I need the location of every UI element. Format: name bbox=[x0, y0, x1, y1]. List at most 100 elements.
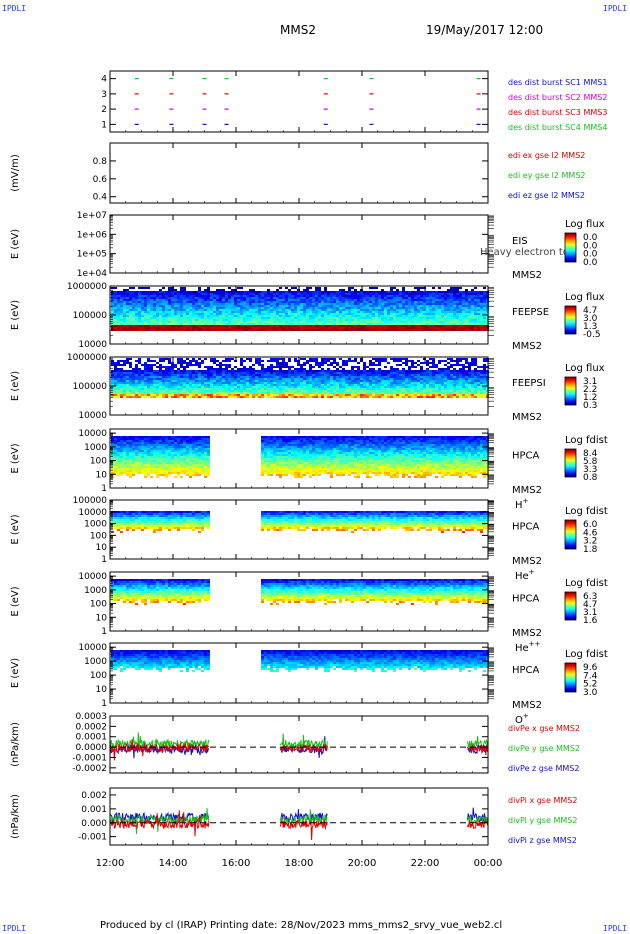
heatmap-cell bbox=[252, 378, 255, 380]
heatmap-cell bbox=[366, 301, 369, 303]
heatmap-cell bbox=[114, 376, 117, 378]
heatmap-cell bbox=[429, 366, 432, 368]
heatmap-cell bbox=[282, 299, 285, 301]
heatmap-cell bbox=[207, 303, 210, 305]
heatmap-cell bbox=[483, 305, 486, 307]
heatmap-cell bbox=[135, 297, 138, 299]
heatmap-cell bbox=[294, 329, 297, 331]
heatmap-cell bbox=[156, 392, 159, 394]
heatmap-cell bbox=[426, 376, 429, 378]
heatmap-cell bbox=[381, 396, 384, 398]
heatmap-cell bbox=[372, 325, 375, 327]
heatmap-cell bbox=[192, 325, 195, 327]
heatmap-cell bbox=[174, 374, 177, 376]
heatmap-cell bbox=[312, 388, 315, 390]
heatmap-cell bbox=[153, 311, 156, 313]
heatmap-cell bbox=[156, 309, 159, 311]
heatmap-cell bbox=[327, 384, 330, 386]
heatmap-cell bbox=[234, 327, 237, 329]
heatmap-cell bbox=[372, 291, 375, 293]
heatmap-cell bbox=[222, 315, 225, 317]
heatmap-cell bbox=[267, 368, 270, 370]
heatmap-cell bbox=[213, 311, 216, 313]
heatmap-cell bbox=[219, 289, 222, 291]
heatmap-cell bbox=[174, 372, 177, 374]
heatmap-cell bbox=[345, 297, 348, 299]
heatmap-cell bbox=[132, 327, 135, 329]
heatmap-cell bbox=[270, 396, 273, 398]
heatmap-cell bbox=[177, 291, 180, 293]
heatmap-cell bbox=[213, 315, 216, 317]
heatmap-cell bbox=[300, 392, 303, 394]
heatmap-cell bbox=[414, 297, 417, 299]
heatmap-cell bbox=[234, 317, 237, 319]
heatmap-cell bbox=[393, 309, 396, 311]
heatmap-cell bbox=[198, 317, 201, 319]
heatmap-cell bbox=[183, 289, 186, 291]
heatmap-cell bbox=[360, 392, 363, 394]
heatmap-cell bbox=[426, 382, 429, 384]
heatmap-cell bbox=[471, 303, 474, 305]
heatmap-cell bbox=[222, 392, 225, 394]
heatmap-cell bbox=[237, 327, 240, 329]
heatmap-cell bbox=[180, 366, 183, 368]
heatmap-cell bbox=[261, 323, 264, 325]
heatmap-cell bbox=[348, 309, 351, 311]
heatmap-cell bbox=[159, 303, 162, 305]
heatmap-cell bbox=[174, 307, 177, 309]
heatmap-cell bbox=[147, 293, 150, 295]
heatmap-cell bbox=[450, 394, 453, 396]
heatmap-cell bbox=[222, 301, 225, 303]
heatmap-cell bbox=[192, 392, 195, 394]
heatmap-cell bbox=[264, 311, 267, 313]
heatmap-cell bbox=[390, 303, 393, 305]
heatmap-cell bbox=[201, 327, 204, 329]
heatmap-cell bbox=[273, 299, 276, 301]
heatmap-cell bbox=[213, 374, 216, 376]
heatmap-cell bbox=[444, 392, 447, 394]
heatmap-cell bbox=[162, 297, 165, 299]
heatmap-cell bbox=[150, 325, 153, 327]
heatmap-cell bbox=[408, 329, 411, 331]
heatmap-cell bbox=[300, 378, 303, 380]
heatmap-cell bbox=[210, 293, 213, 295]
heatmap-cell bbox=[402, 287, 405, 289]
heatmap-cell bbox=[261, 305, 264, 307]
heatmap-cell bbox=[144, 329, 147, 331]
heatmap-cell bbox=[414, 378, 417, 380]
heatmap-cell bbox=[381, 382, 384, 384]
heatmap-cell bbox=[345, 307, 348, 309]
heatmap-cell bbox=[396, 323, 399, 325]
heatmap-cell bbox=[405, 299, 408, 301]
heatmap-cell bbox=[177, 392, 180, 394]
heatmap-cell bbox=[171, 319, 174, 321]
heatmap-cell bbox=[237, 392, 240, 394]
corner-label-tr: IPDLI bbox=[603, 4, 628, 13]
heatmap-cell bbox=[264, 382, 267, 384]
heatmap-cell bbox=[231, 309, 234, 311]
heatmap-cell bbox=[339, 309, 342, 311]
heatmap-cell bbox=[453, 368, 456, 370]
heatmap-cell bbox=[213, 303, 216, 305]
heatmap-cell bbox=[372, 370, 375, 372]
heatmap-cell bbox=[126, 396, 129, 398]
heatmap-cell bbox=[378, 374, 381, 376]
heatmap-cell bbox=[432, 325, 435, 327]
heatmap-cell bbox=[384, 293, 387, 295]
heatmap-cell bbox=[114, 287, 117, 289]
heatmap-cell bbox=[282, 388, 285, 390]
heatmap-cell bbox=[426, 303, 429, 305]
heatmap-cell bbox=[468, 327, 471, 329]
heatmap-cell bbox=[333, 358, 336, 360]
legend-label: edi ey gse l2 MMS2 bbox=[508, 171, 586, 180]
heatmap-cell bbox=[255, 329, 258, 331]
heatmap-cell bbox=[207, 374, 210, 376]
heatmap-cell bbox=[327, 303, 330, 305]
heatmap-cell bbox=[180, 390, 183, 392]
heatmap-cell bbox=[450, 396, 453, 398]
heatmap-cell bbox=[123, 295, 126, 297]
heatmap-cell bbox=[285, 388, 288, 390]
heatmap-cell bbox=[405, 307, 408, 309]
heatmap-cell bbox=[447, 307, 450, 309]
heatmap-cell bbox=[378, 386, 381, 388]
